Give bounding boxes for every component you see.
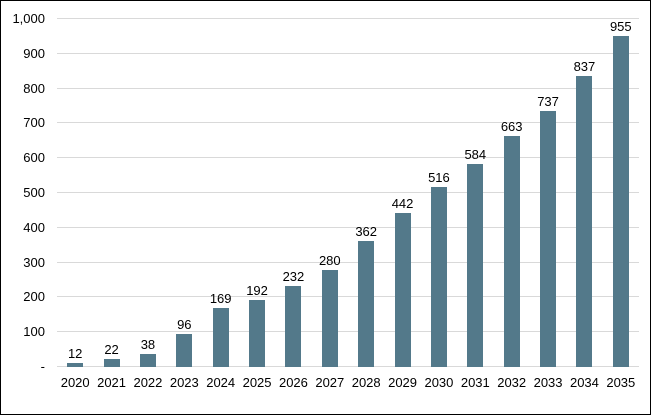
y-tick-label: 600: [23, 150, 45, 166]
y-axis: - 100 200 300 400 500 600 700 800 900 1,000: [1, 12, 51, 374]
bar-slot: 362: [348, 19, 384, 367]
y-tick-label: 800: [23, 80, 45, 96]
x-tick-label: 2026: [278, 375, 308, 390]
bar-slot: 516: [421, 19, 457, 367]
bar: [103, 359, 120, 367]
gridline: [57, 261, 639, 263]
gridline: [57, 226, 639, 228]
bar: [176, 333, 193, 367]
bar-slot: 584: [457, 19, 493, 367]
bar-slot: 232: [275, 19, 311, 367]
bar-slot: 280: [312, 19, 348, 367]
bar: [139, 353, 156, 367]
bar-value-label: 280: [318, 252, 341, 268]
bar-slot: 442: [384, 19, 420, 367]
gridline: [57, 122, 639, 124]
x-tick-label: 2028: [351, 375, 381, 390]
bar-value-label: 192: [246, 283, 268, 299]
gridline: [57, 157, 639, 159]
x-axis-line: [57, 366, 639, 367]
bar-value-label: 663: [500, 119, 523, 135]
bar-value-label: 442: [391, 196, 414, 212]
bar: [67, 362, 84, 367]
y-tick-label: 100: [23, 324, 45, 340]
x-tick-label: 2023: [169, 375, 199, 390]
bar-value-label: 22: [104, 342, 119, 358]
bar-series: 12 22 38 96 169 192 232 280 362 442 516 584 663 737 83…: [57, 19, 639, 367]
bar-slot: 169: [203, 19, 239, 367]
bar-value-label: 837: [573, 58, 596, 74]
gridline: [57, 87, 639, 89]
y-tick-label: 200: [23, 289, 45, 305]
bar-value-label: 584: [464, 146, 487, 162]
x-tick-label: 2027: [315, 375, 345, 390]
y-tick-label: 400: [23, 219, 45, 235]
bar-value-label: 12: [67, 345, 83, 361]
bar: [249, 300, 266, 367]
x-tick-label: 2029: [388, 375, 418, 390]
bar-slot: 737: [530, 19, 566, 367]
bar-slot: 22: [93, 19, 129, 367]
bar: [358, 241, 375, 367]
bar-value-label: 737: [537, 93, 559, 109]
bar-slot: 12: [57, 19, 93, 367]
x-tick-label: 2031: [460, 375, 490, 390]
gridline: [57, 192, 639, 193]
x-tick-label: 2021: [97, 375, 127, 390]
bar: [430, 187, 447, 367]
bar-value-label: 955: [609, 19, 632, 34]
bar: [612, 36, 629, 367]
bar-value-label: 96: [177, 316, 192, 332]
bar: [467, 163, 484, 367]
x-tick-label: 2020: [60, 375, 90, 390]
x-tick-label: 2033: [533, 375, 563, 390]
y-tick-label: 900: [23, 45, 45, 61]
bar-slot: 192: [239, 19, 275, 367]
x-tick-label: 2034: [569, 375, 599, 390]
plot-area: 12 22 38 96 169 192 232 280 362 442 516 584 663 737 83…: [57, 18, 639, 367]
gridline: [57, 18, 639, 19]
y-tick-label: 500: [23, 185, 45, 200]
x-axis: 2020 2021 2022 2023 2024 2025 2026 2027 2028 2029…: [57, 375, 639, 391]
bar-value-label: 232: [282, 269, 305, 285]
bar-value-label: 38: [140, 336, 156, 352]
bar: [212, 308, 229, 367]
gridline: [57, 331, 639, 333]
y-tick-label: 300: [23, 254, 45, 270]
x-tick-label: 2035: [606, 375, 636, 390]
bar-value-label: 169: [209, 291, 232, 307]
y-tick-label: 700: [23, 115, 45, 131]
x-tick-label: 2024: [206, 375, 236, 390]
bar: [576, 75, 593, 367]
bar: [503, 136, 520, 367]
bar-slot: 96: [166, 19, 202, 367]
x-tick-label: 2032: [497, 375, 527, 390]
y-tick-label: 1,000: [12, 11, 45, 26]
gridline: [57, 52, 639, 54]
bar-slot: 955: [603, 19, 639, 367]
bar-slot: 38: [130, 19, 166, 367]
bar: [321, 269, 338, 367]
bar-value-label: 362: [355, 224, 378, 240]
x-tick-label: 2022: [133, 375, 163, 390]
gridline: [57, 296, 639, 298]
gridlines: [57, 18, 639, 367]
bar: [540, 110, 557, 367]
bar: [394, 213, 411, 367]
y-tick-label: -: [40, 359, 45, 374]
x-tick-label: 2030: [424, 375, 454, 390]
bar-slot: 663: [494, 19, 530, 367]
bar-slot: 837: [566, 19, 602, 367]
bar: [285, 286, 302, 367]
bar-value-label: 516: [428, 170, 450, 186]
x-tick-label: 2025: [242, 375, 272, 390]
